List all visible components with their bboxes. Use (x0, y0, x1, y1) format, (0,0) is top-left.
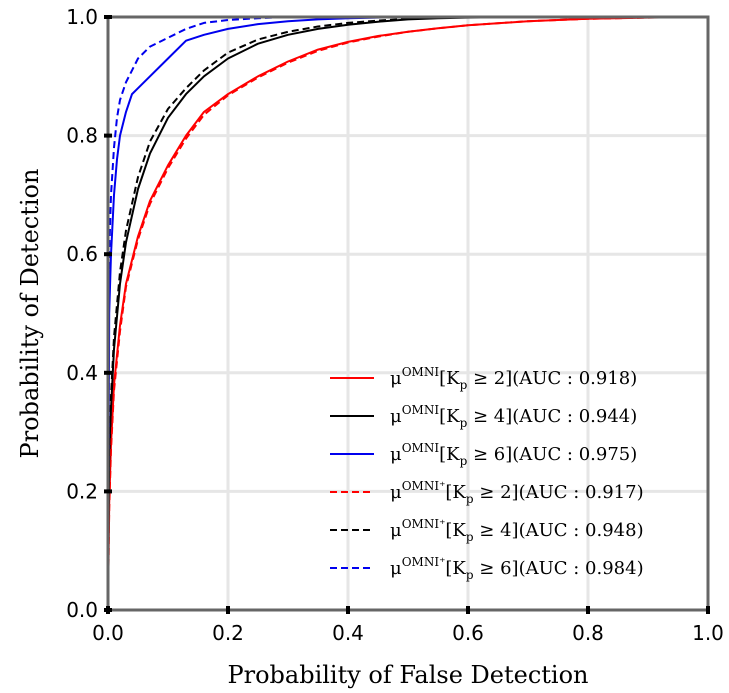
legend: μOMNI[Kp ≥ 2](AUC : 0.918) μOMNI[Kp ≥ 4](… (330, 365, 644, 582)
x-tick-label: 0.2 (212, 621, 244, 645)
x-tick-label: 0.8 (572, 621, 604, 645)
legend-label-1: μOMNI[Kp ≥ 2](AUC : 0.918) (390, 365, 637, 392)
x-tick-label: 1.0 (692, 621, 724, 645)
legend-label-6: μOMNI⁺[Kp ≥ 6](AUC : 0.984) (390, 555, 644, 582)
legend-label-3: μOMNI[Kp ≥ 6](AUC : 0.975) (390, 441, 637, 468)
y-tick-label: 0.0 (66, 598, 98, 622)
x-axis-label: Probability of False Detection (227, 661, 588, 689)
y-tick-label: 0.4 (66, 361, 98, 385)
y-axis-label: Probability of Detection (16, 169, 44, 459)
y-tick-label: 0.8 (66, 124, 98, 148)
x-tick-label: 0.4 (332, 621, 364, 645)
y-tick-label: 1.0 (66, 5, 98, 29)
roc-curve-6 (107, 16, 708, 611)
x-tick-label: 0.6 (452, 621, 484, 645)
legend-label-2: μOMNI[Kp ≥ 4](AUC : 0.944) (390, 403, 637, 430)
y-tick-label: 0.2 (66, 479, 98, 503)
y-tick-label: 0.6 (66, 242, 98, 266)
axis-ticks: 0.0 0.2 0.4 0.6 0.8 1.0 0.0 0.2 0.4 0.6 0.8 1.0 (66, 5, 724, 645)
roc-curve-4 (107, 16, 709, 611)
legend-label-5: μOMNI⁺[Kp ≥ 4](AUC : 0.948) (390, 517, 644, 544)
legend-label-4: μOMNI⁺[Kp ≥ 2](AUC : 0.917) (390, 479, 644, 506)
roc-curve-3 (107, 16, 708, 611)
plot-frame (106, 15, 710, 612)
x-tick-label: 0.0 (92, 621, 124, 645)
